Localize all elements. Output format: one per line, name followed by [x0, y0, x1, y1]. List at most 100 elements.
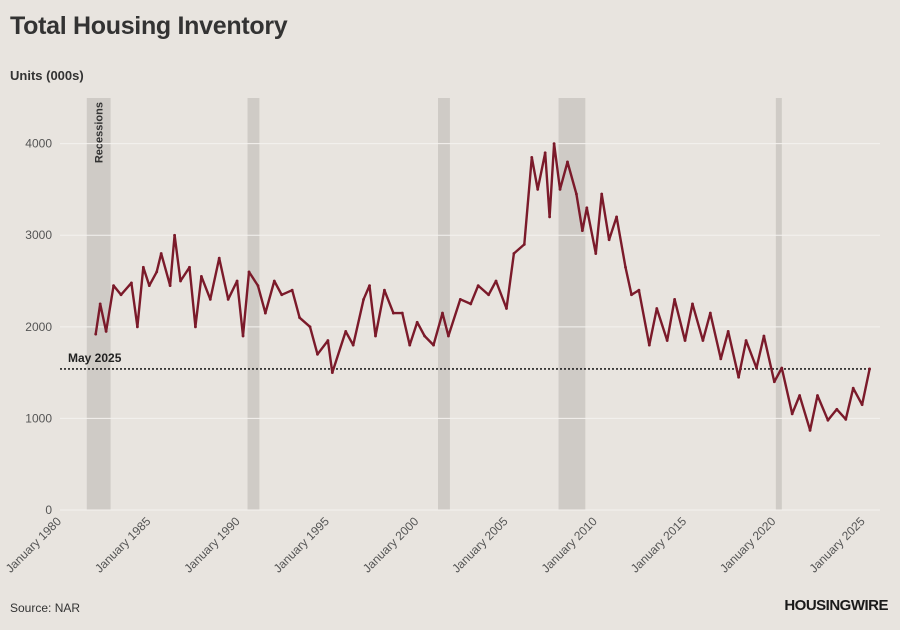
data-point-10 — [159, 252, 163, 255]
data-point-21 — [241, 334, 245, 338]
recession-band-1 — [247, 98, 260, 510]
data-point-14 — [188, 265, 191, 269]
data-point-35 — [362, 297, 365, 301]
recession-band-3 — [558, 98, 586, 510]
data-point-81 — [726, 329, 730, 333]
data-point-83 — [744, 339, 748, 342]
data-point-33 — [344, 329, 348, 333]
data-point-7 — [141, 265, 145, 269]
data-point-37 — [374, 334, 377, 338]
data-point-60 — [558, 188, 562, 191]
data-point-40 — [400, 311, 404, 315]
data-point-85 — [762, 334, 766, 338]
data-point-31 — [326, 339, 330, 342]
data-point-82 — [737, 375, 741, 379]
data-point-11 — [168, 284, 172, 288]
data-point-76 — [683, 339, 687, 342]
data-point-13 — [179, 279, 182, 283]
data-point-15 — [194, 325, 197, 329]
data-point-24 — [263, 311, 267, 315]
data-point-8 — [147, 284, 151, 288]
data-point-68 — [615, 215, 618, 219]
recession-bands: Recessions — [86, 98, 782, 510]
data-point-90 — [808, 428, 812, 432]
data-point-19 — [226, 297, 230, 301]
y-tick-labels: 0 1000 2000 3000 4000 — [25, 137, 52, 517]
data-point-29 — [308, 325, 312, 329]
data-point-87 — [780, 366, 784, 370]
data-point-25 — [272, 279, 276, 283]
recession-band-2 — [438, 98, 450, 510]
recession-band-4 — [775, 98, 782, 510]
data-point-55 — [530, 155, 534, 159]
data-point-53 — [512, 252, 516, 255]
y-tick-4000: 4000 — [25, 137, 52, 151]
data-point-78 — [701, 339, 705, 342]
data-point-70 — [630, 293, 633, 297]
data-point-49 — [476, 284, 480, 288]
data-point-86 — [772, 380, 776, 384]
data-point-71 — [637, 288, 641, 292]
data-point-26 — [280, 293, 284, 297]
data-point-63 — [580, 229, 584, 233]
reference-line-label: May 2025 — [68, 351, 122, 365]
series-group — [94, 142, 871, 432]
data-point-73 — [655, 307, 659, 310]
data-point-64 — [585, 206, 589, 210]
data-point-2 — [104, 329, 108, 333]
x-tick-1985: January 1985 — [92, 514, 154, 576]
data-point-95 — [851, 386, 855, 390]
x-tick-2015: January 2015 — [628, 514, 690, 576]
data-point-88 — [790, 412, 794, 416]
data-point-3 — [112, 284, 115, 288]
data-point-34 — [351, 343, 355, 347]
y-axis-label: Units (000s) — [10, 68, 84, 83]
data-point-20 — [235, 279, 239, 283]
data-point-39 — [391, 311, 395, 315]
data-point-16 — [199, 275, 203, 278]
recessions-label: Recessions — [94, 102, 106, 163]
data-point-61 — [566, 160, 569, 164]
data-point-75 — [673, 297, 677, 301]
data-point-84 — [755, 366, 758, 370]
data-point-93 — [835, 407, 839, 411]
data-point-41 — [408, 343, 412, 347]
data-point-77 — [691, 302, 694, 306]
data-point-45 — [441, 311, 444, 315]
y-tick-0: 0 — [45, 503, 52, 517]
source-note: Source: NAR — [10, 601, 81, 615]
data-point-0 — [94, 332, 98, 336]
data-point-38 — [383, 288, 386, 292]
data-point-36 — [368, 284, 371, 288]
data-point-96 — [860, 403, 864, 407]
data-point-74 — [665, 339, 669, 342]
series-line-0 — [94, 142, 871, 432]
data-point-58 — [548, 215, 552, 219]
x-tick-2000: January 2000 — [360, 514, 422, 576]
chart-title: Total Housing Inventory — [10, 12, 288, 40]
x-tick-2020: January 2020 — [717, 514, 779, 576]
data-point-92 — [826, 418, 830, 422]
y-tick-3000: 3000 — [25, 228, 52, 242]
data-point-5 — [130, 281, 133, 285]
data-point-50 — [487, 293, 491, 297]
data-point-56 — [536, 188, 540, 191]
data-point-89 — [798, 394, 802, 397]
data-point-30 — [316, 352, 319, 356]
data-point-48 — [469, 302, 473, 306]
x-tick-2025: January 2025 — [806, 514, 868, 576]
reference-line-group: May 2025 — [60, 351, 870, 370]
data-point-46 — [447, 334, 450, 338]
data-point-47 — [458, 297, 462, 301]
data-point-44 — [432, 343, 435, 347]
data-point-72 — [647, 343, 651, 347]
data-point-51 — [494, 279, 498, 283]
brand-logo: HOUSINGWIRE — [784, 597, 888, 614]
data-point-42 — [415, 320, 419, 324]
data-point-52 — [505, 307, 508, 310]
data-point-69 — [624, 265, 627, 269]
x-tick-1980: January 1980 — [3, 514, 65, 576]
data-point-91 — [816, 394, 819, 397]
x-tick-labels: January 1980 January 1985 January 1990 Janu… — [3, 514, 868, 576]
y-tick-2000: 2000 — [25, 320, 52, 334]
